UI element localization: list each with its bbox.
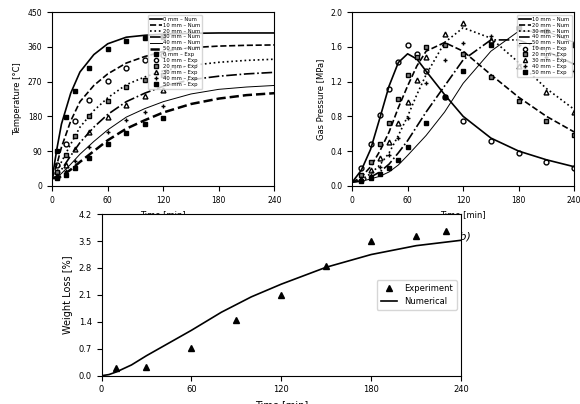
Text: (a): (a) bbox=[155, 231, 171, 241]
Numerical bbox=[368, 252, 375, 257]
Numerical bbox=[98, 373, 105, 378]
Experiment bbox=[368, 239, 375, 244]
Y-axis label: Gas Pressure [MPa]: Gas Pressure [MPa] bbox=[316, 58, 325, 140]
Numerical bbox=[113, 369, 120, 374]
Text: (b): (b) bbox=[455, 231, 471, 241]
Experiment bbox=[143, 365, 150, 370]
X-axis label: Time [min]: Time [min] bbox=[140, 210, 186, 219]
Numerical bbox=[188, 328, 195, 333]
Numerical bbox=[218, 310, 225, 315]
Experiment bbox=[278, 292, 285, 297]
Experiment bbox=[233, 318, 240, 322]
X-axis label: Time [min]: Time [min] bbox=[255, 400, 308, 404]
Experiment bbox=[188, 345, 195, 350]
Numerical bbox=[128, 362, 135, 367]
Numerical bbox=[322, 265, 329, 269]
Y-axis label: Weight Loss [%]: Weight Loss [%] bbox=[63, 256, 73, 334]
Numerical bbox=[248, 295, 255, 299]
Experiment bbox=[412, 234, 419, 239]
Legend: 10 mm – Num, 20 mm – Num, 30 mm – Num, 40 mm – Num, 50 mm – Num, 10 mm – Exp, 20: 10 mm – Num, 20 mm – Num, 30 mm – Num, 4… bbox=[517, 15, 571, 77]
X-axis label: Time [min]: Time [min] bbox=[440, 210, 486, 219]
Numerical bbox=[458, 238, 465, 243]
Legend: Experiment, Numerical: Experiment, Numerical bbox=[376, 280, 457, 310]
Legend: 0 mm – Num, 10 mm – Num, 20 mm – Num, 30 mm – Num, 40 mm – Num, 50 mm – Num, 0 m: 0 mm – Num, 10 mm – Num, 20 mm – Num, 30… bbox=[148, 15, 202, 89]
Numerical bbox=[106, 372, 113, 377]
Experiment bbox=[322, 264, 329, 269]
Line: Numerical: Numerical bbox=[102, 240, 461, 376]
Line: Experiment: Experiment bbox=[113, 228, 450, 372]
Numerical bbox=[412, 243, 419, 248]
Experiment bbox=[113, 366, 120, 370]
Y-axis label: Temperature [°C]: Temperature [°C] bbox=[13, 63, 22, 135]
Experiment bbox=[443, 229, 450, 234]
Numerical bbox=[165, 341, 172, 345]
Numerical bbox=[143, 353, 150, 358]
Numerical bbox=[278, 282, 285, 286]
